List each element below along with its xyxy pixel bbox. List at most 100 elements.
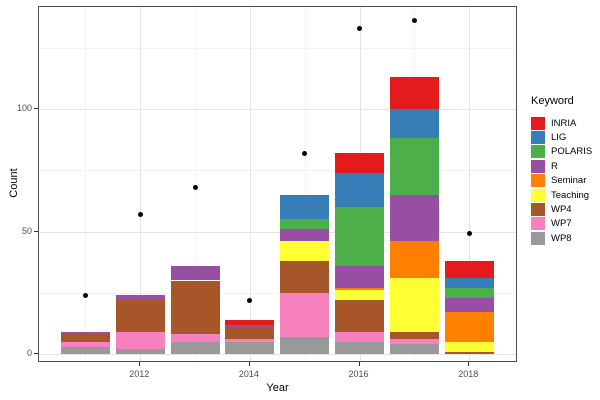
bar-segment-2017-LIG — [389, 109, 439, 139]
bar-segment-2017-WP8 — [389, 344, 439, 354]
bar-segment-2015-Teaching — [280, 241, 330, 261]
bar-segment-2012-WP4 — [115, 300, 165, 332]
bar-segment-2011-WP8 — [60, 346, 110, 354]
legend-swatch-Seminar — [531, 174, 545, 188]
bar-segment-2011-R — [60, 331, 110, 335]
bar-segment-2016-WP4 — [335, 300, 385, 332]
bar-segment-2014-INRIA — [225, 319, 275, 325]
gridline-minor-x2013 — [195, 7, 197, 361]
bar-segment-2017-Teaching — [389, 278, 439, 332]
gridline-minor-x2015 — [304, 7, 306, 361]
bar-segment-2017-R — [389, 194, 439, 242]
legend-swatch-Teaching — [531, 188, 545, 202]
y-axis-title: Count — [8, 168, 20, 198]
bar-segment-2016-POLARIS — [335, 207, 385, 266]
gridline-major-x2014 — [249, 7, 251, 361]
bar-segment-2011-WP7 — [60, 341, 110, 347]
y-tick-0 — [34, 353, 38, 354]
y-tick-100 — [34, 108, 38, 109]
legend-label-Teaching: Teaching — [551, 189, 590, 201]
gridline-minor-y25 — [39, 292, 516, 294]
x-tick-2012 — [139, 362, 141, 366]
bar-segment-2018-Seminar — [444, 312, 494, 342]
gridline-minor-x2011 — [85, 7, 87, 361]
legend-label-WP4: WP4 — [551, 204, 572, 216]
legend-label-LIG: LIG — [551, 132, 567, 144]
bar-segment-2013-WP8 — [170, 341, 220, 354]
legend-swatch-WP8 — [531, 231, 545, 245]
legend-item-LIG: LIG — [531, 130, 592, 145]
legend-swatch-INRIA — [531, 116, 545, 130]
bar-segment-2018-WP4 — [444, 351, 494, 354]
y-tick-label-50: 50 — [21, 225, 32, 236]
legend-item-WP4: WP4 — [531, 202, 592, 217]
y-tick-label-100: 100 — [16, 103, 32, 113]
bar-segment-2014-WP7 — [225, 339, 275, 342]
y-tick-50 — [34, 230, 38, 232]
legend-item-POLARIS: POLARIS — [531, 145, 592, 159]
x-tick-label-2018: 2018 — [458, 369, 479, 379]
legend-title: Keyword — [531, 95, 574, 107]
point-2014 — [247, 297, 253, 303]
bar-segment-2017-Seminar — [389, 241, 439, 279]
bar-segment-2014-R — [225, 324, 275, 328]
gridline-major-x2018 — [469, 7, 471, 361]
legend: Keyword INRIA LIG POLARIS R Seminar Teaching W… — [531, 95, 592, 246]
legend-label-Seminar: Seminar — [551, 175, 587, 187]
x-tick-label-2016: 2016 — [348, 369, 369, 379]
x-tick-2014 — [248, 362, 250, 366]
bar-segment-2016-INRIA — [335, 153, 385, 173]
legend-item-Teaching: Teaching — [531, 188, 592, 202]
bar-segment-2016-WP7 — [335, 331, 385, 342]
bar-segment-2016-Teaching — [335, 290, 385, 301]
bar-segment-2015-R — [280, 229, 330, 242]
bar-segment-2017-WP7 — [389, 339, 439, 345]
plot-panel — [38, 6, 517, 362]
bar-segment-2018-Teaching — [444, 341, 494, 352]
legend-item-WP7: WP7 — [531, 217, 592, 231]
legend-label-WP8: WP8 — [551, 232, 572, 244]
legend-swatch-WP4 — [531, 203, 545, 217]
bar-segment-2017-POLARIS — [389, 138, 439, 195]
bar-segment-2016-LIG — [335, 172, 385, 207]
x-tick-label-2014: 2014 — [238, 369, 259, 379]
bar-segment-2018-INRIA — [444, 260, 494, 279]
point-2012 — [137, 211, 143, 217]
bar-segment-2018-LIG — [444, 278, 494, 288]
bar-segment-2015-LIG — [280, 194, 330, 220]
point-2018 — [466, 231, 472, 237]
bar-segment-2013-WP4 — [170, 280, 220, 335]
point-2015 — [302, 150, 308, 156]
bar-segment-2015-POLARIS — [280, 219, 330, 230]
bar-segment-2014-WP8 — [225, 341, 275, 354]
gridline-major-x2012 — [140, 7, 142, 361]
point-2011 — [82, 292, 88, 298]
bar-segment-2016-WP8 — [335, 341, 385, 354]
legend-item-Seminar: Seminar — [531, 174, 592, 188]
bar-segment-2018-POLARIS — [444, 287, 494, 298]
legend-label-R: R — [551, 160, 558, 172]
gridline-major-y0 — [39, 354, 516, 355]
legend-swatch-WP7 — [531, 217, 545, 231]
legend-swatch-R — [531, 159, 545, 173]
point-2016 — [357, 25, 363, 31]
bar-segment-2015-WP8 — [280, 336, 330, 354]
x-tick-2018 — [468, 362, 470, 366]
bar-segment-2013-WP7 — [170, 334, 220, 342]
legend-item-R: R — [531, 159, 592, 173]
point-2013 — [192, 184, 198, 190]
x-tick-label-2012: 2012 — [129, 369, 150, 379]
gridline-major-y50 — [39, 231, 516, 233]
y-tick-label-0: 0 — [26, 348, 32, 358]
bar-segment-2012-WP8 — [115, 349, 165, 354]
gridline-minor-y125 — [39, 47, 516, 49]
bar-segment-2011-WP4 — [60, 334, 110, 342]
gridline-minor-y75 — [39, 170, 516, 172]
point-2017 — [411, 18, 417, 24]
legend-swatch-POLARIS — [531, 145, 545, 159]
legend-items: INRIA LIG POLARIS R Seminar Teaching WP4 WP7 WP8 — [531, 116, 592, 246]
gridline-major-y100 — [39, 109, 516, 110]
bar-segment-2016-Seminar — [335, 287, 385, 291]
bar-segment-2017-WP4 — [389, 331, 439, 340]
